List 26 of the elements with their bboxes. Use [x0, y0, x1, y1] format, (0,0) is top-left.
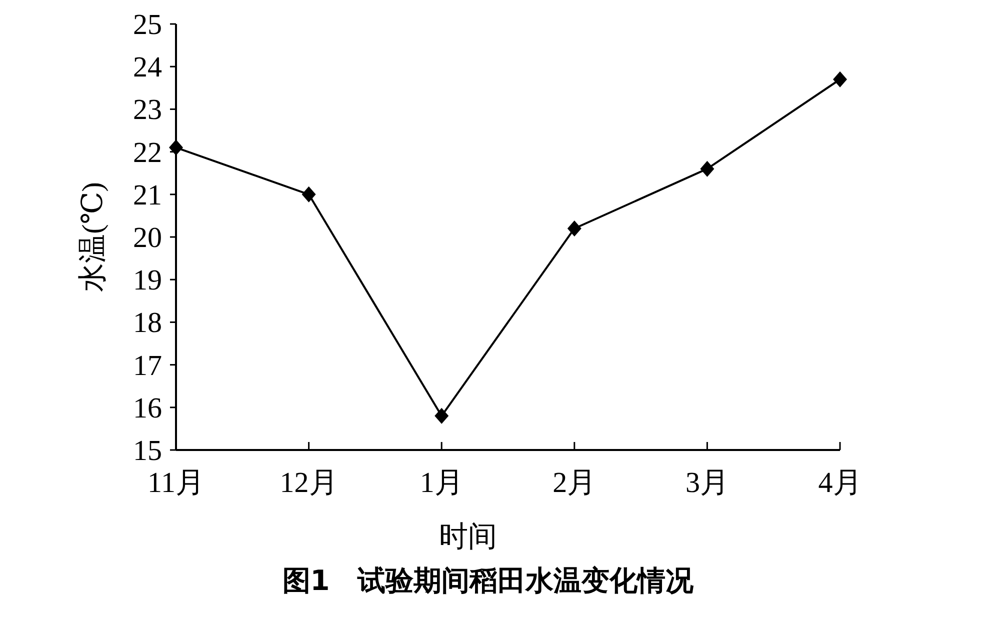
- point: [567, 220, 582, 236]
- y-tick-label: 22: [133, 136, 162, 169]
- x-tick-label: 1月: [420, 467, 464, 499]
- point: [434, 408, 449, 424]
- point: [833, 71, 847, 88]
- text: 图1 试验期间稻田水温变化情况: [282, 564, 695, 597]
- y-tick-label: 17: [133, 350, 162, 382]
- y-tick-label: 23: [133, 94, 162, 126]
- x-axis-title: 时间: [439, 521, 497, 553]
- y-axis-title: 水温(℃): [77, 182, 109, 292]
- y-tick-label: 24: [133, 52, 162, 84]
- x-tick-label: 4月: [818, 467, 862, 499]
- x-tick-label: 2月: [552, 467, 596, 499]
- point: [302, 186, 316, 202]
- x-tick-label: 3月: [685, 467, 729, 499]
- y-tick-label: 19: [133, 264, 162, 297]
- x-tick-label: 12月: [280, 467, 338, 499]
- y-tick-label: 20: [133, 222, 162, 254]
- y-tick-label: 25: [133, 9, 162, 41]
- point: [700, 160, 714, 177]
- y-tick-label: 18: [133, 307, 162, 340]
- y-tick-label: 15: [133, 435, 162, 467]
- point: [169, 140, 183, 156]
- y-tick-label: 21: [133, 179, 162, 212]
- y-tick-label: 16: [133, 392, 162, 424]
- x-tick-label: 11月: [148, 467, 204, 499]
